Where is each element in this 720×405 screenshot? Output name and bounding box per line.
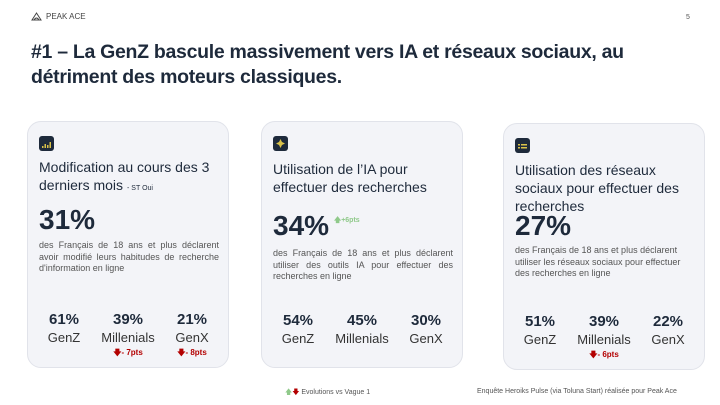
generation-stats: 51% GenZ 39% Millenials 🡇- 6pts 22% GenX [510,313,698,363]
brand-name: PEAK ACE [46,12,86,21]
evolution-down: 🡇- 8pts [177,348,207,357]
main-percentage: 34% [273,210,330,241]
evolution-down: 🡇- 6pts [589,350,619,359]
stat-genz: 54% GenZ [281,312,315,346]
peak-ace-logo-icon [31,12,42,21]
main-percentage: 31% [39,204,96,235]
card-description: des Français de 18 ans et plus déclarent… [515,245,681,278]
bar-chart-icon [39,136,54,151]
card-modification: Modification au cours des 3 derniers moi… [27,121,229,368]
arrow-up-icon: 🡅 [285,389,293,396]
page-title: #1 – La GenZ bascule massivement vers IA… [31,41,624,88]
legend: 🡅🡇 Evolutions vs Vague 1 [285,389,371,396]
card-title: Modification au cours des 3 derniers moi… [39,159,210,193]
stat-genx: 21% GenX 🡇- 8pts [162,311,222,361]
sparkle-ai-icon [273,136,288,151]
stat-genz: 61% GenZ [47,311,81,345]
page-number: 5 [686,14,690,21]
card-description: des Français de 18 ans et plus déclarent… [39,240,219,273]
evolution-up: 🡅+6pts [334,217,360,224]
card-social-usage: Utilisation des réseaux sociaux pour eff… [503,123,705,370]
arrow-up-icon: 🡅 [334,217,342,224]
main-percentage: 27% [515,210,572,241]
stat-millenials: 39% Millenials 🡇- 7pts [98,311,158,361]
stat-genx: 22% GenX [651,313,685,347]
card-title: Utilisation des réseaux sociaux pour eff… [515,162,679,214]
arrow-down-icon: 🡇 [292,389,300,396]
arrow-down-icon: 🡇 [177,348,186,357]
card-title: Utilisation de l’IA pour effectuer des r… [273,161,427,195]
stat-genx: 30% GenX [409,312,443,346]
generation-stats: 61% GenZ 39% Millenials 🡇- 7pts 21% GenX 🡇- 8… [34,311,222,361]
stat-genz: 51% GenZ [523,313,557,347]
card-ia-usage: Utilisation de l’IA pour effectuer des r… [261,121,463,368]
card-description: des Français de 18 ans et plus déclarent… [273,248,453,281]
arrow-down-icon: 🡇 [589,350,598,359]
arrow-down-icon: 🡇 [113,348,122,357]
stat-millenials: 39% Millenials 🡇- 6pts [574,313,634,363]
brand-logo: PEAK ACE [31,12,86,21]
card-subtitle: - ST Oui [127,185,153,192]
stat-millenials: 45% Millenials [335,312,389,346]
evolution-down: 🡇- 7pts [113,348,143,357]
generation-stats: 54% GenZ 45% Millenials 30% GenX [268,312,456,346]
source-note: Enquête Heroiks Pulse (via Toluna Start)… [477,388,677,395]
list-window-icon [515,138,530,153]
